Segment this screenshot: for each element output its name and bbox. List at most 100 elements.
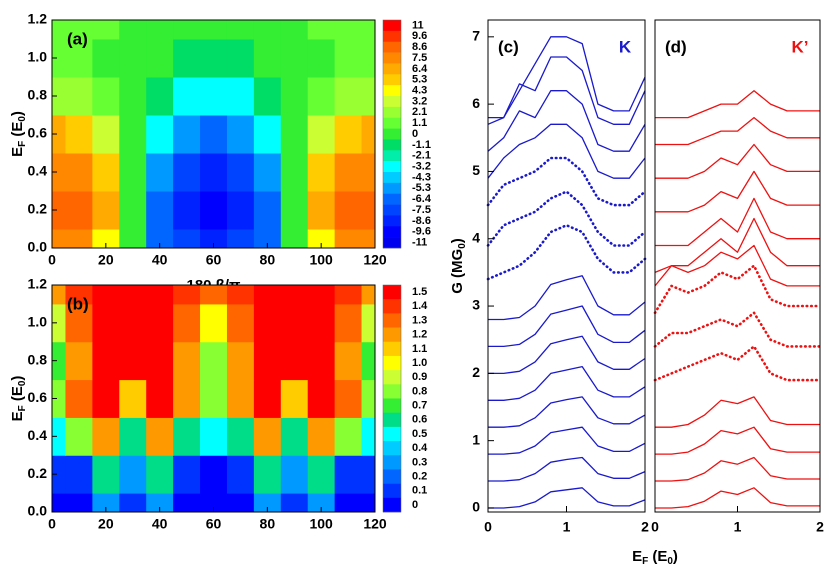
panel-label: (d) <box>665 37 687 56</box>
curve <box>488 426 646 455</box>
heat-cell <box>65 39 93 78</box>
x-tick-label: 2 <box>816 519 824 535</box>
heat-cell <box>65 341 93 381</box>
colorbar-label: -2.1 <box>412 150 431 162</box>
heat-cell <box>361 191 376 230</box>
colorbar-band <box>383 128 401 140</box>
heat-cell <box>173 379 201 418</box>
heat-cell <box>146 303 174 343</box>
heat-cell <box>334 303 363 343</box>
heat-cell <box>92 115 120 154</box>
colorbar-label: 1.1 <box>412 117 427 129</box>
heat-cell <box>280 39 309 78</box>
heat-cell <box>92 39 120 78</box>
heat-cell <box>65 229 93 249</box>
heat-cell <box>334 493 363 513</box>
x-tick-label: 1 <box>563 519 571 535</box>
heat-cell <box>253 20 282 40</box>
heat-cell <box>200 379 228 418</box>
heat-cell <box>119 303 147 343</box>
heat-cell <box>65 493 93 513</box>
heat-cell <box>307 341 336 381</box>
x-tick-label: 2 <box>641 519 649 535</box>
heat-cell <box>361 493 376 513</box>
colorbar-label: 1.3 <box>412 314 427 326</box>
y-tick-label: 6 <box>472 95 480 111</box>
colorbar-band <box>383 370 401 385</box>
heat-cell <box>334 229 363 249</box>
heat-cell <box>253 39 282 78</box>
y-axis-label: EF (E0) <box>9 111 28 157</box>
y-tick-label: 1.2 <box>28 276 48 292</box>
colorbar-band <box>383 172 401 184</box>
x-axis-label-part: 0 <box>667 556 673 567</box>
colorbar-label: 11 <box>412 19 424 31</box>
colorbar-band <box>383 20 401 32</box>
heat-cell <box>226 115 255 154</box>
colorbar-band <box>383 327 401 343</box>
colorbar-label: 1.5 <box>412 286 427 298</box>
colorbar-label: -6.4 <box>412 193 432 205</box>
heat-cell <box>253 153 282 192</box>
y-axis-label-part: E <box>9 147 26 157</box>
heat-cell <box>307 493 336 513</box>
heat-cell <box>173 341 201 381</box>
y-tick-label: 1 <box>472 431 480 447</box>
y-tick-label: 0.2 <box>28 201 48 217</box>
curve <box>487 56 646 125</box>
y-tick-label: 4 <box>472 229 480 245</box>
heat-cell <box>146 77 174 116</box>
colorbar-label: 0.4 <box>412 442 428 454</box>
y-axis-label-part: E <box>9 411 26 421</box>
x-tick-label: 80 <box>260 252 276 268</box>
x-tick-label: 60 <box>206 516 222 532</box>
heat-cell <box>146 153 174 192</box>
colorbar-band <box>383 497 401 513</box>
heat-cell <box>173 191 201 230</box>
curve <box>488 335 646 375</box>
colorbar-band <box>383 412 401 428</box>
heat-cell <box>226 20 255 40</box>
curve <box>655 197 820 247</box>
heat-cell <box>52 417 66 456</box>
heat-cell <box>146 39 174 78</box>
colorbar-band <box>383 313 401 328</box>
heat-cell <box>253 493 282 513</box>
y-tick-label: 0.0 <box>28 503 48 519</box>
colorbar-label: 6.4 <box>412 63 428 75</box>
heat-cell <box>65 115 93 154</box>
y-axis-label-part: F <box>17 405 28 411</box>
heat-cell <box>146 115 174 154</box>
heat-cell <box>200 455 228 494</box>
annotation: K <box>619 37 632 56</box>
x-tick-label: 80 <box>260 516 276 532</box>
y-tick-label: 5 <box>472 162 480 178</box>
heat-cell <box>119 191 147 230</box>
heat-cell <box>334 341 363 381</box>
colorbar-band <box>383 85 401 97</box>
y-tick-label: 7 <box>472 28 480 44</box>
curve <box>486 224 647 281</box>
curve <box>655 116 820 146</box>
heat-cell <box>253 379 282 418</box>
heat-cell <box>65 153 93 192</box>
heat-cell <box>307 77 336 116</box>
heat-cell <box>226 455 255 494</box>
curve <box>488 36 646 119</box>
heat-cell <box>307 115 336 154</box>
heat-cell <box>361 341 376 381</box>
heat-cell <box>226 39 255 78</box>
x-axis-label: EF (E0) <box>632 548 678 567</box>
heat-cell <box>146 379 174 418</box>
heat-cell <box>173 153 201 192</box>
heat-cell <box>280 77 309 116</box>
colorbar-band <box>383 226 401 238</box>
colorbar-frame <box>382 284 402 513</box>
colorbar-label: 4.3 <box>412 84 427 96</box>
colorbar-band <box>383 455 401 470</box>
y-tick-label: 0.6 <box>28 125 48 141</box>
heat-cell <box>200 39 228 78</box>
heat-cell <box>146 229 174 249</box>
heat-cell <box>119 115 147 154</box>
heat-cell <box>52 493 66 513</box>
